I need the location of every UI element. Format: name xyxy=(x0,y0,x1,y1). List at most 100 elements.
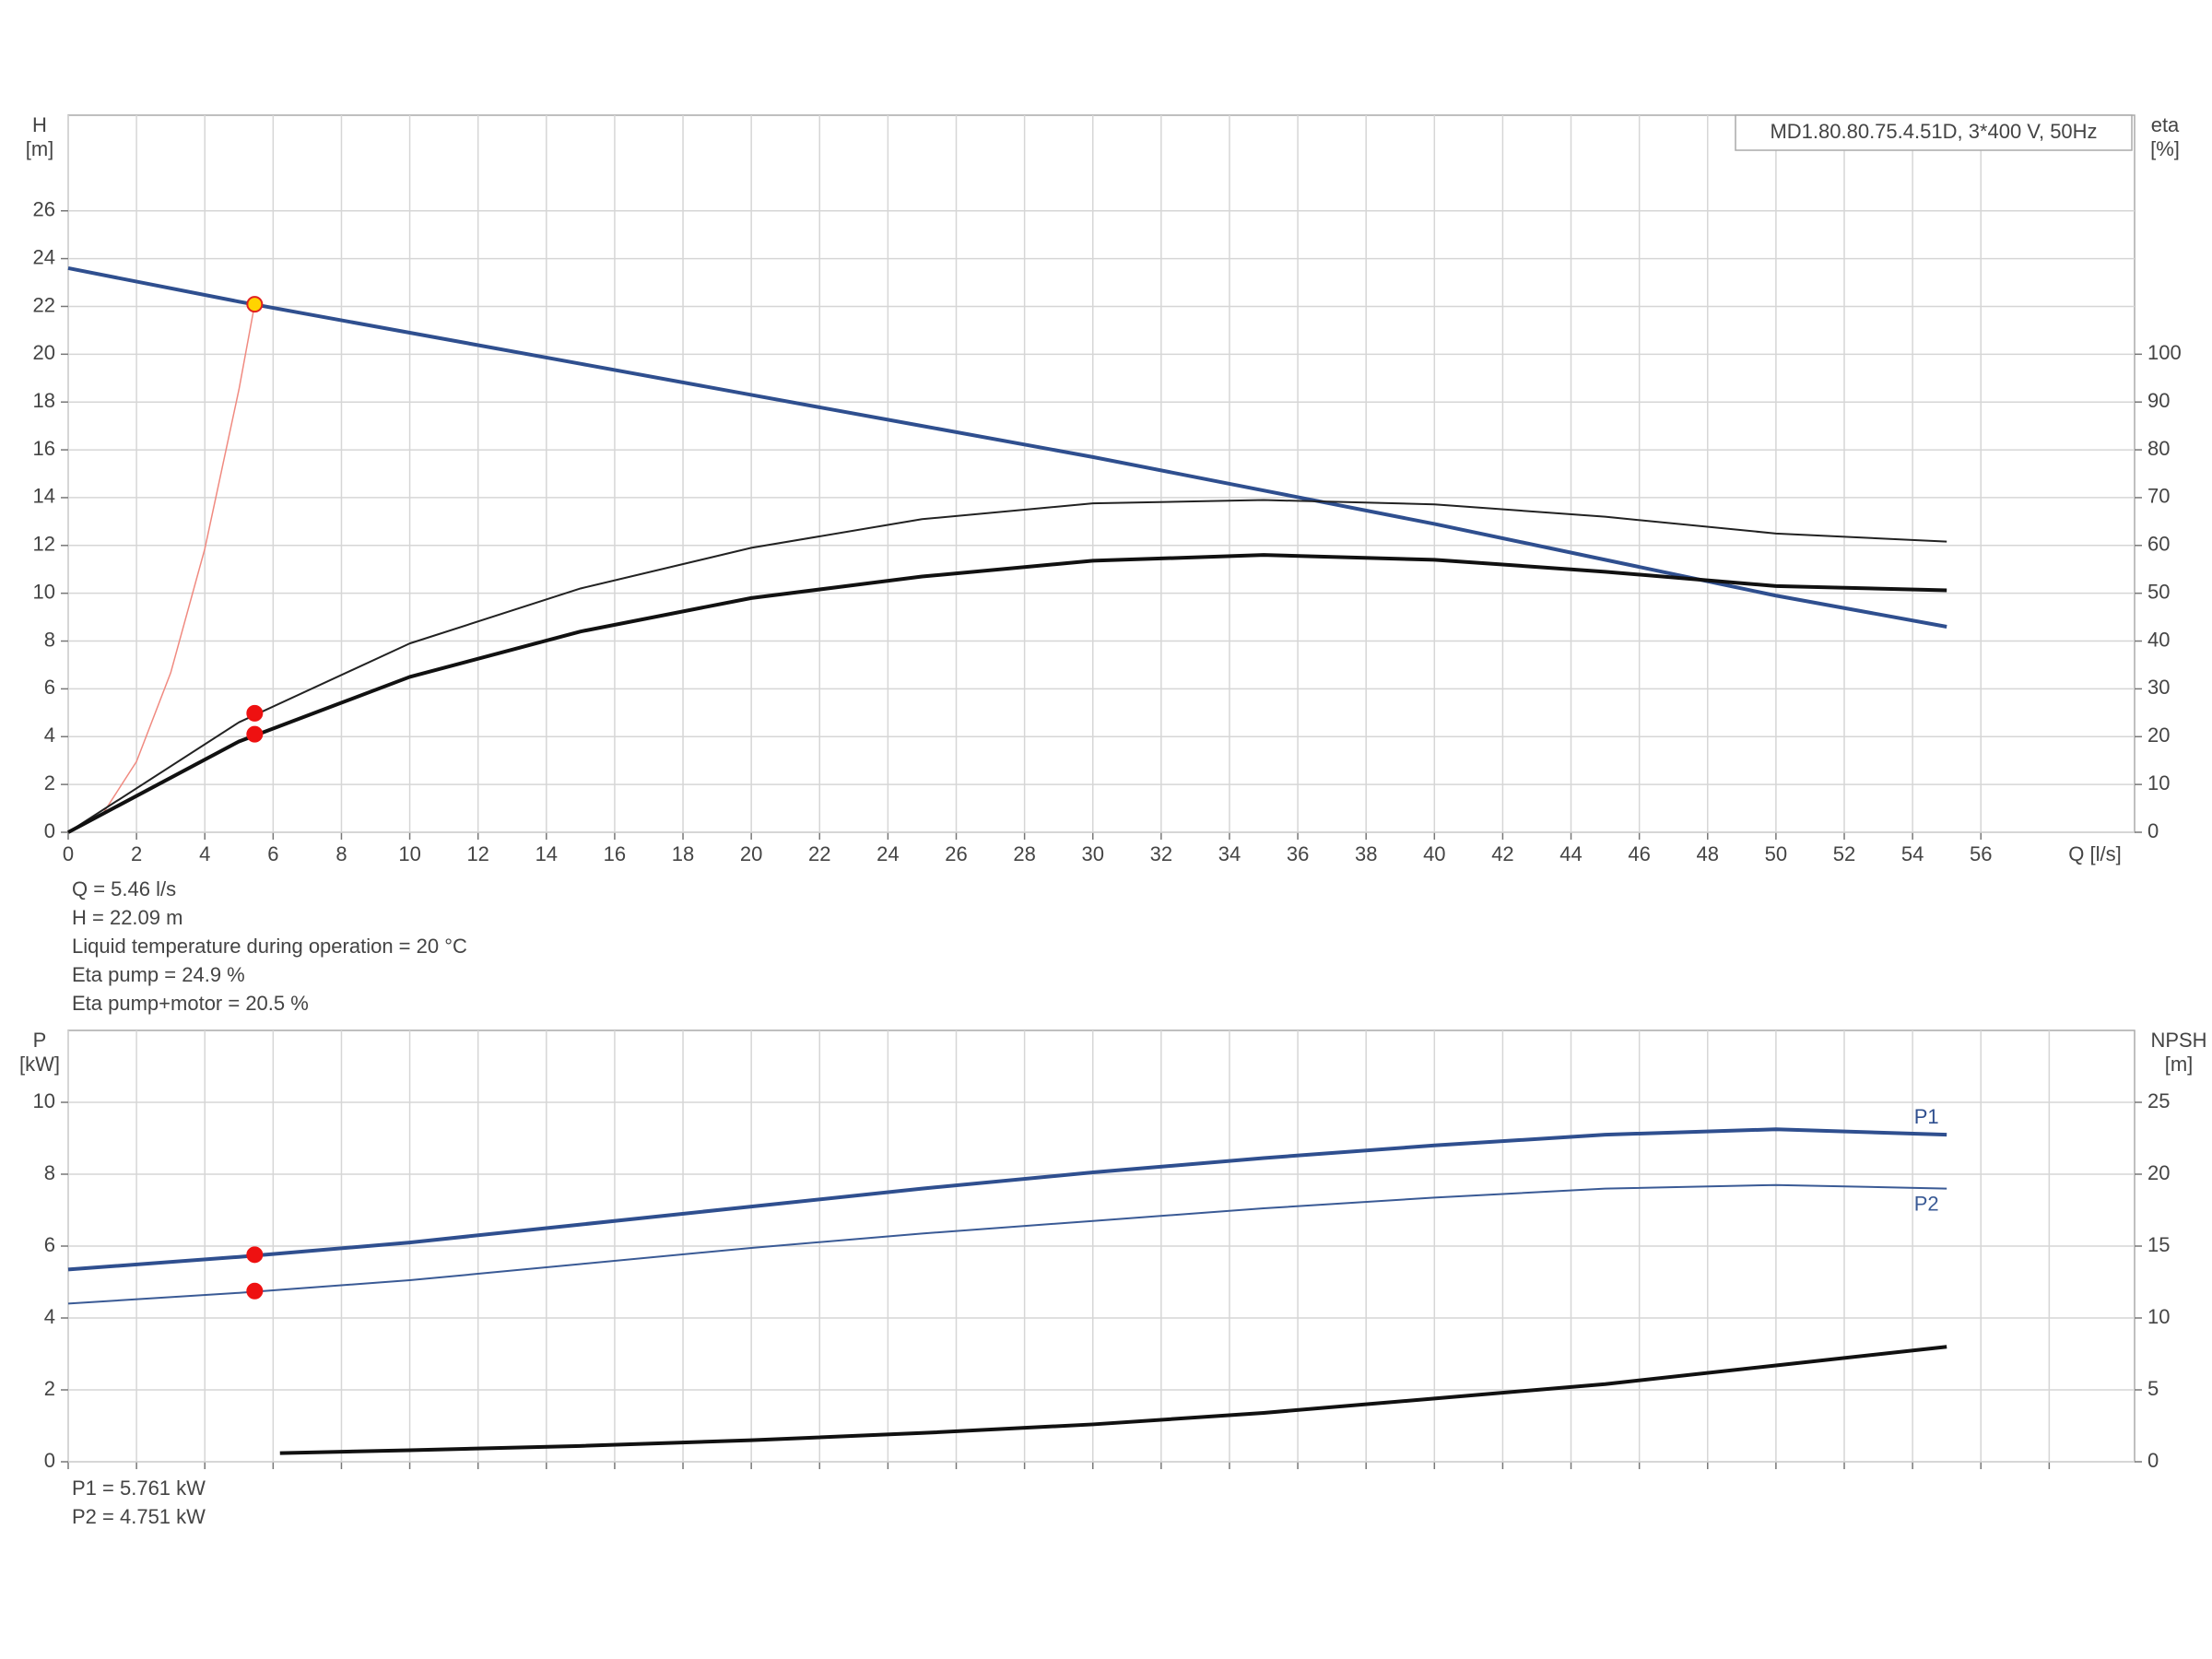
x-tick-label: 0 xyxy=(63,842,74,865)
x-tick-label: 40 xyxy=(1423,842,1445,865)
y-tick-label: 2 xyxy=(44,771,55,794)
series-line xyxy=(67,1127,1947,1272)
x-tick-label: 2 xyxy=(131,842,142,865)
x-tick-label: 42 xyxy=(1491,842,1513,865)
y-tick-label: 20 xyxy=(33,341,55,364)
info-line: Q = 5.46 l/s xyxy=(72,877,176,900)
info-line: P2 = 4.751 kW xyxy=(72,1505,206,1528)
y2-tick-label: 80 xyxy=(2147,437,2170,460)
x-tick-label: 20 xyxy=(740,842,762,865)
y-tick-label: 10 xyxy=(33,580,55,603)
y-tick-label: 26 xyxy=(33,198,55,221)
info-line: Eta pump+motor = 20.5 % xyxy=(72,992,309,1015)
y-axis-unit: [m] xyxy=(26,137,54,160)
legend-text: MD1.80.80.75.4.51D, 3*400 V, 50Hz xyxy=(1770,120,2097,143)
series-line xyxy=(67,1183,1947,1305)
plot-area xyxy=(67,114,2136,833)
y2-tick-label: 30 xyxy=(2147,676,2170,699)
x-tick-label: 38 xyxy=(1355,842,1377,865)
x-tick-label: 8 xyxy=(335,842,347,865)
y-tick-label: 22 xyxy=(33,293,55,316)
x-tick-label: 44 xyxy=(1559,842,1582,865)
y2-tick-label: 50 xyxy=(2147,580,2170,603)
y2-tick-label: 10 xyxy=(2147,771,2170,794)
y2-tick-label: 0 xyxy=(2147,819,2159,842)
x-tick-label: 32 xyxy=(1150,842,1172,865)
y2-tick-label: 15 xyxy=(2147,1233,2170,1256)
x-tick-label: 48 xyxy=(1697,842,1719,865)
x-tick-label: 36 xyxy=(1287,842,1309,865)
x-tick-label: 6 xyxy=(267,842,278,865)
y2-tick-label: 25 xyxy=(2147,1089,2170,1112)
y2-tick-label: 20 xyxy=(2147,1161,2170,1184)
y-tick-label: 16 xyxy=(33,437,55,460)
x-tick-label: 26 xyxy=(945,842,967,865)
y-tick-label: 12 xyxy=(33,533,55,556)
series-label: P2 xyxy=(1914,1192,1939,1215)
operating-point xyxy=(246,1246,264,1264)
y2-axis-label: NPSH xyxy=(2150,1029,2206,1052)
x-tick-label: 24 xyxy=(877,842,899,865)
series-line xyxy=(67,553,1947,834)
operating-point xyxy=(246,1282,264,1300)
series-label: P1 xyxy=(1914,1105,1939,1128)
x-tick-label: 12 xyxy=(466,842,488,865)
x-tick-label: 34 xyxy=(1218,842,1241,865)
x-tick-label: 50 xyxy=(1765,842,1787,865)
info-line: H = 22.09 m xyxy=(72,906,182,929)
info-line: Liquid temperature during operation = 20… xyxy=(72,935,467,958)
y-tick-label: 14 xyxy=(33,485,55,508)
legend-box xyxy=(1735,114,2133,151)
y2-tick-label: 100 xyxy=(2147,341,2182,364)
y2-axis-label: eta xyxy=(2151,113,2180,136)
y-tick-label: 24 xyxy=(33,245,55,268)
y-tick-label: 2 xyxy=(44,1377,55,1400)
y-tick-label: 8 xyxy=(44,1161,55,1184)
y-axis-label: P xyxy=(33,1029,47,1052)
series-line xyxy=(67,266,1947,629)
series-line xyxy=(67,499,1947,833)
x-tick-label: 46 xyxy=(1628,842,1650,865)
x-tick-label: 56 xyxy=(1970,842,1992,865)
series-line xyxy=(279,1345,1947,1455)
x-tick-label: 16 xyxy=(604,842,626,865)
y2-axis-unit: [%] xyxy=(2150,137,2180,160)
x-tick-label: 18 xyxy=(672,842,694,865)
x-tick-label: 30 xyxy=(1081,842,1103,865)
x-tick-label: 54 xyxy=(1901,842,1924,865)
y-axis-unit: [kW] xyxy=(19,1053,60,1076)
x-tick-label: 14 xyxy=(535,842,558,865)
info-line: Eta pump = 24.9 % xyxy=(72,963,245,986)
y-tick-label: 18 xyxy=(33,389,55,412)
operating-point xyxy=(246,704,264,722)
y2-tick-label: 20 xyxy=(2147,724,2170,747)
y-tick-label: 0 xyxy=(44,1449,55,1472)
y2-tick-label: 70 xyxy=(2147,485,2170,508)
y-tick-label: 0 xyxy=(44,819,55,842)
y2-tick-label: 0 xyxy=(2147,1449,2159,1472)
x-tick-label: 10 xyxy=(398,842,420,865)
info-line: P1 = 5.761 kW xyxy=(72,1477,206,1500)
y2-tick-label: 5 xyxy=(2147,1377,2159,1400)
operating-point xyxy=(246,296,264,313)
operating-point xyxy=(246,725,264,743)
y-tick-label: 6 xyxy=(44,1233,55,1256)
x-axis-label: Q [l/s] xyxy=(2068,842,2121,865)
y-tick-label: 6 xyxy=(44,676,55,699)
y2-axis-unit: [m] xyxy=(2165,1053,2194,1076)
y-tick-label: 4 xyxy=(44,1305,55,1328)
y-tick-label: 10 xyxy=(33,1089,55,1112)
y-axis-label: H xyxy=(32,113,47,136)
x-tick-label: 52 xyxy=(1833,842,1855,865)
x-tick-label: 22 xyxy=(808,842,830,865)
y2-tick-label: 90 xyxy=(2147,389,2170,412)
y2-tick-label: 40 xyxy=(2147,628,2170,651)
x-tick-label: 28 xyxy=(1013,842,1035,865)
y2-tick-label: 10 xyxy=(2147,1305,2170,1328)
y-tick-label: 8 xyxy=(44,628,55,651)
y2-tick-label: 60 xyxy=(2147,533,2170,556)
x-tick-label: 4 xyxy=(199,842,210,865)
y-tick-label: 4 xyxy=(44,724,55,747)
